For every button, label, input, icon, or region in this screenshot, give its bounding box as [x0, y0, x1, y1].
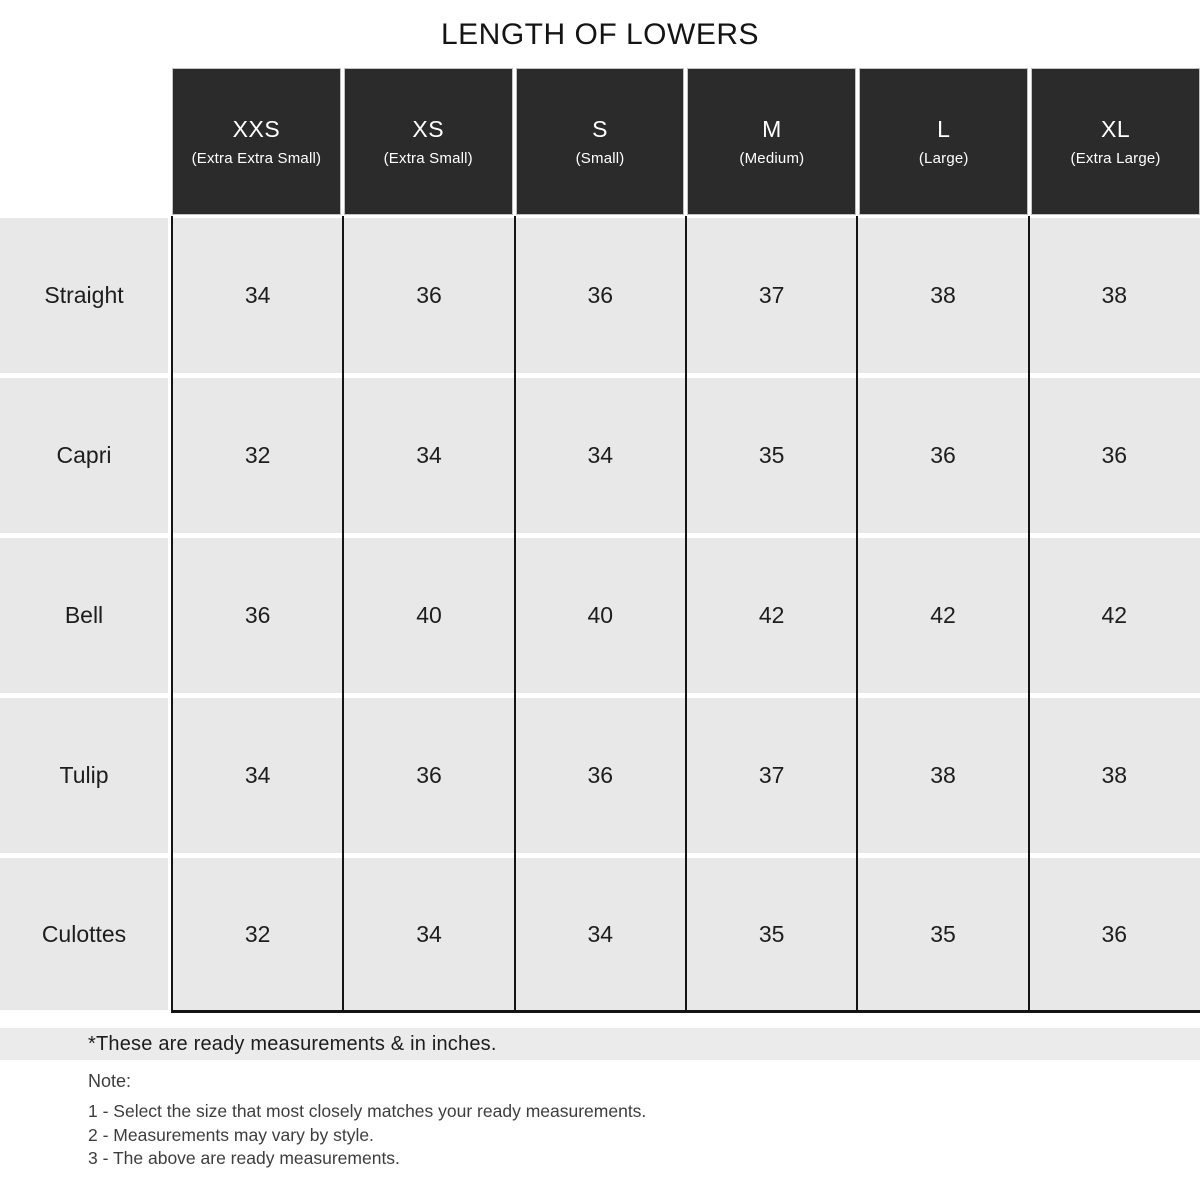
grid-line-bottom	[171, 1010, 1200, 1013]
measurement-cell: 38	[857, 698, 1029, 853]
table-row-bell: Bell 36 40 40 42 42 42	[0, 538, 1200, 693]
row-label: Straight	[0, 218, 168, 373]
measurement-cell: 36	[857, 378, 1029, 533]
measurement-cell: 40	[343, 538, 515, 693]
size-header-row: XXS (Extra Extra Small) XS (Extra Small)…	[172, 68, 1200, 215]
footnote-strip: *These are ready measurements & in inche…	[0, 1028, 1200, 1060]
measurement-cell: 36	[1028, 858, 1200, 1010]
size-column-header-xxs: XXS (Extra Extra Small)	[172, 68, 341, 215]
footnote-text: *These are ready measurements & in inche…	[88, 1032, 497, 1055]
size-column-header-s: S (Small)	[515, 68, 685, 215]
table-row-capri: Capri 32 34 34 35 36 36	[0, 378, 1200, 533]
size-column-header-l: L (Large)	[859, 68, 1029, 215]
row-label: Tulip	[0, 698, 168, 853]
note-heading: Note:	[88, 1071, 132, 1091]
measurement-cell: 34	[343, 378, 515, 533]
measurement-cell: 37	[685, 698, 858, 853]
measurement-cell: 34	[514, 858, 686, 1010]
size-code: S	[592, 116, 608, 142]
measurement-cell: 38	[1028, 698, 1200, 853]
row-label: Culottes	[0, 858, 168, 1010]
measurement-cell: 42	[857, 538, 1029, 693]
measurement-cell: 35	[857, 858, 1029, 1010]
grid-line-vertical	[342, 216, 344, 1013]
measurement-cell: 42	[685, 538, 858, 693]
size-code: XL	[1101, 116, 1131, 142]
grid-line-vertical	[514, 216, 516, 1013]
grid-line-vertical	[1028, 216, 1030, 1013]
size-full-name: (Extra Large)	[1070, 150, 1161, 167]
size-column-header-xl: XL (Extra Large)	[1031, 68, 1200, 215]
measurement-cell: 40	[514, 538, 686, 693]
measurement-cell: 35	[685, 378, 858, 533]
measurement-cell: 36	[343, 698, 515, 853]
measurement-cell: 38	[857, 218, 1029, 373]
measurement-cell: 32	[172, 858, 344, 1010]
note-item-1: 1 - Select the size that most closely ma…	[88, 1101, 647, 1121]
measurement-cell: 38	[1028, 218, 1200, 373]
measurement-cell: 34	[172, 218, 344, 373]
grid-line-vertical	[171, 216, 173, 1013]
size-full-name: (Large)	[918, 150, 969, 167]
measurement-cell: 34	[172, 698, 344, 853]
page-title: LENGTH OF LOWERS	[440, 18, 760, 51]
measurement-cell: 36	[514, 218, 686, 373]
measurement-cell: 36	[1028, 378, 1200, 533]
note-block: Note: 1 - Select the size that most clos…	[88, 1071, 646, 1171]
size-code: M	[762, 116, 782, 142]
table-row-straight: Straight 34 36 36 37 38 38	[0, 218, 1200, 373]
size-code: XXS	[232, 116, 281, 142]
table-row-tulip: Tulip 34 36 36 37 38 38	[0, 698, 1200, 853]
size-code: L	[937, 116, 951, 142]
size-full-name: (Extra Small)	[383, 150, 473, 167]
note-item-2: 2 - Measurements may vary by style.	[88, 1124, 374, 1145]
grid-line-vertical	[856, 216, 858, 1013]
table-row-culottes: Culottes 32 34 34 35 35 36	[0, 858, 1200, 1010]
size-full-name: (Medium)	[739, 150, 805, 167]
measurement-cell: 36	[172, 538, 344, 693]
measurement-cell: 37	[685, 218, 858, 373]
measurement-cell: 36	[343, 218, 515, 373]
measurement-cell: 34	[343, 858, 515, 1010]
size-column-header-xs: XS (Extra Small)	[343, 68, 513, 215]
size-full-name: (Small)	[575, 150, 625, 167]
measurement-cell: 36	[514, 698, 686, 853]
measurement-cell: 42	[1028, 538, 1200, 693]
size-column-header-m: M (Medium)	[687, 68, 857, 215]
grid-line-vertical	[685, 216, 687, 1013]
measurement-cell: 32	[172, 378, 344, 533]
size-full-name: (Extra Extra Small)	[191, 150, 322, 167]
measurement-cell: 35	[685, 858, 858, 1010]
row-label: Bell	[0, 538, 168, 693]
size-code: XS	[412, 116, 445, 142]
measurement-cell: 34	[514, 378, 686, 533]
note-item-3: 3 - The above are ready measurements.	[88, 1148, 400, 1168]
row-label: Capri	[0, 378, 168, 533]
